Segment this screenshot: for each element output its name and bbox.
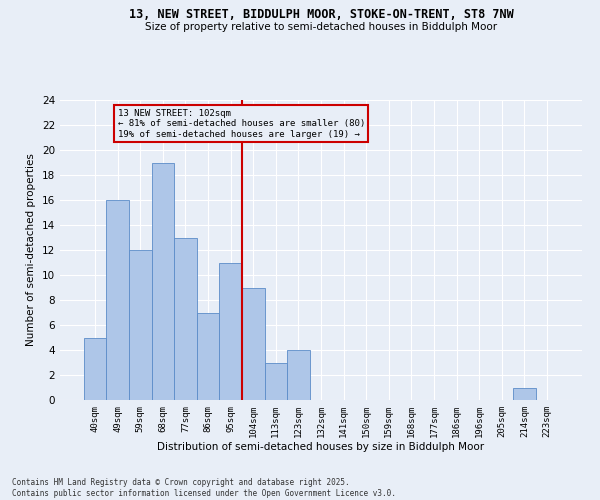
Bar (265, 362, 287, 400)
Bar (106, 200, 129, 400)
Text: 13 NEW STREET: 102sqm
← 81% of semi-detached houses are smaller (80)
19% of semi: 13 NEW STREET: 102sqm ← 81% of semi-deta… (118, 109, 365, 138)
Bar (220, 262, 242, 400)
Bar (513, 388, 536, 400)
Y-axis label: Number of semi-detached properties: Number of semi-detached properties (26, 154, 37, 346)
Text: 13, NEW STREET, BIDDULPH MOOR, STOKE-ON-TRENT, ST8 7NW: 13, NEW STREET, BIDDULPH MOOR, STOKE-ON-… (128, 8, 514, 20)
Bar (152, 162, 174, 400)
Bar (197, 312, 220, 400)
Bar (174, 238, 197, 400)
Bar (242, 288, 265, 400)
Bar (287, 350, 310, 400)
Bar (84, 338, 106, 400)
Bar (129, 250, 152, 400)
Text: Size of property relative to semi-detached houses in Biddulph Moor: Size of property relative to semi-detach… (145, 22, 497, 32)
Text: Distribution of semi-detached houses by size in Biddulph Moor: Distribution of semi-detached houses by … (157, 442, 485, 452)
Text: Contains HM Land Registry data © Crown copyright and database right 2025.
Contai: Contains HM Land Registry data © Crown c… (12, 478, 396, 498)
